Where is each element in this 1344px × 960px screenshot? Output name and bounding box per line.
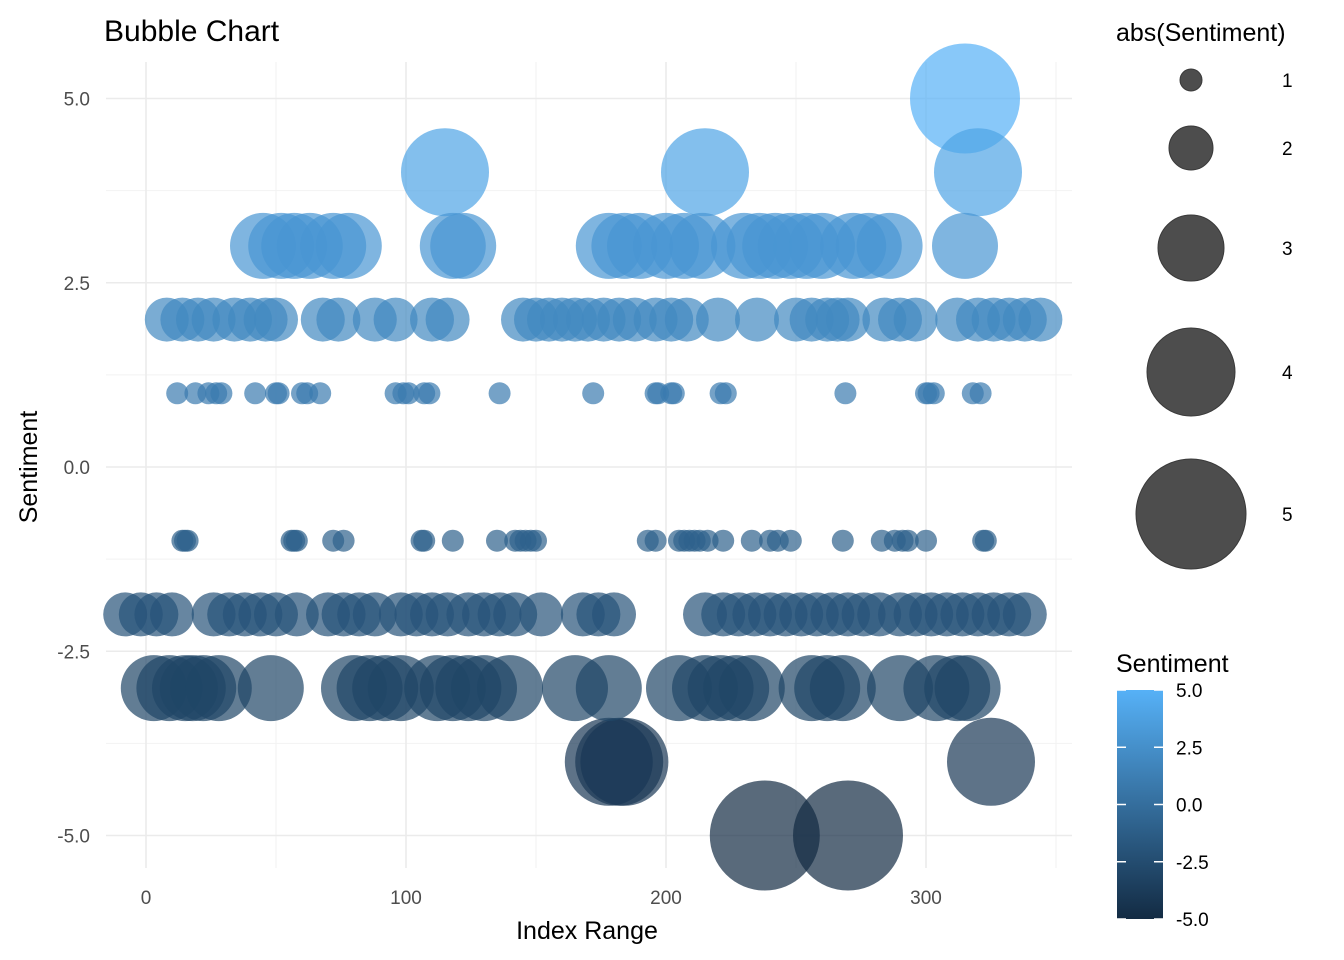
bubble-point: [285, 529, 308, 552]
grid-lines: [106, 62, 1072, 868]
bubble-point: [373, 297, 418, 342]
bubble-point: [856, 212, 923, 279]
bubble-point: [1018, 297, 1063, 342]
bubble-point: [831, 529, 854, 552]
bubble-point: [696, 297, 740, 342]
bubble-point: [735, 297, 779, 342]
x-tick-label: 100: [390, 888, 422, 909]
bubble-point: [922, 382, 945, 405]
size-legend-label: 1: [1282, 71, 1293, 92]
bubble-point: [718, 655, 785, 722]
bubble-point: [176, 529, 199, 552]
color-legend-label: -5.0: [1176, 910, 1209, 931]
bubble-point: [714, 382, 737, 405]
bubble-point: [934, 655, 1001, 722]
bubble-point: [696, 529, 719, 552]
tick-labels: 0 100 200 300 -5.0 -2.5 0.0 2.5 5.0: [57, 90, 942, 910]
bubble-point: [244, 382, 267, 405]
size-legend-key: [1168, 125, 1214, 171]
bubble-point: [425, 297, 470, 342]
bubble-point: [661, 128, 749, 217]
bubble-point: [441, 529, 464, 552]
bubble-point: [477, 655, 543, 722]
bubble-point: [809, 655, 876, 722]
bubble-point: [712, 529, 735, 552]
bubble-point: [947, 717, 1035, 806]
bubble-point: [664, 297, 709, 342]
x-axis-title: Index Range: [516, 917, 658, 945]
bubble-point: [1002, 592, 1047, 637]
x-tick-label: 0: [141, 888, 152, 909]
bubble-point: [793, 780, 903, 891]
color-legend-label: 5.0: [1176, 681, 1202, 702]
bubble-point: [896, 529, 919, 552]
bubble-point: [575, 655, 642, 722]
size-legend-label: 5: [1282, 505, 1293, 526]
bubble-point: [580, 717, 669, 806]
bubble-point: [910, 43, 1020, 154]
bubble-point: [592, 592, 636, 637]
bubble-point: [582, 382, 605, 405]
size-legend-label: 2: [1282, 139, 1293, 160]
size-legend-title: abs(Sentiment): [1116, 19, 1286, 47]
bubble-point: [316, 297, 361, 342]
bubble-point: [740, 529, 763, 552]
bubble-point: [254, 297, 298, 342]
y-tick-label: 0.0: [64, 458, 90, 479]
bubble-point: [779, 529, 802, 552]
color-legend-label: -2.5: [1176, 853, 1209, 874]
y-tick-label: -5.0: [57, 827, 90, 848]
y-axis-title: Sentiment: [15, 411, 43, 524]
bubble-point: [413, 529, 436, 552]
chart-title: Bubble Chart: [104, 15, 280, 48]
size-legend: abs(Sentiment) 1 2 3 4 5: [1116, 19, 1293, 570]
bubble-point: [662, 382, 685, 405]
x-tick-label: 300: [910, 888, 942, 909]
bubble-point: [332, 529, 355, 552]
bubble-point: [826, 297, 870, 342]
x-tick-label: 200: [650, 888, 682, 909]
bubble-point: [934, 128, 1022, 217]
bubble-point: [486, 529, 508, 552]
y-tick-label: -2.5: [57, 642, 90, 663]
size-legend-key: [1146, 327, 1236, 417]
bubble-point: [488, 382, 511, 405]
bubble-point: [274, 592, 319, 637]
bubble-point: [525, 529, 547, 552]
bubble-point: [185, 655, 252, 722]
bubble-layer: [103, 43, 1063, 891]
bubble-point: [834, 382, 857, 405]
bubble-point: [519, 592, 564, 637]
size-legend-key: [1179, 68, 1203, 92]
color-legend: Sentiment 5.0 2.5 0.0 -2.5 -5.0: [1116, 650, 1229, 931]
color-legend-label: 0.0: [1176, 796, 1202, 817]
size-legend-key: [1135, 458, 1247, 570]
bubble-point: [401, 128, 489, 217]
bubble-point: [915, 529, 937, 552]
size-legend-key: [1157, 214, 1225, 282]
bubble-point: [309, 382, 332, 405]
bubble-point: [893, 297, 938, 342]
y-tick-label: 5.0: [64, 90, 90, 111]
bubble-point: [418, 382, 441, 405]
bubble-point: [237, 655, 304, 722]
bubble-point: [430, 212, 497, 279]
bubble-point: [210, 382, 233, 405]
bubble-point: [150, 592, 194, 637]
y-tick-label: 2.5: [64, 274, 90, 295]
color-legend-label: 2.5: [1176, 738, 1202, 759]
bubble-point: [397, 382, 420, 405]
bubble-point: [315, 212, 382, 279]
bubble-point: [166, 382, 189, 405]
bubble-point: [969, 382, 992, 405]
size-legend-label: 3: [1282, 239, 1293, 260]
size-legend-label: 4: [1282, 363, 1293, 384]
bubble-point: [644, 529, 667, 552]
color-legend-title: Sentiment: [1116, 650, 1229, 678]
bubble-point: [709, 780, 820, 891]
bubble-point: [974, 529, 997, 552]
bubble-point: [267, 382, 290, 405]
bubble-point: [932, 212, 998, 279]
